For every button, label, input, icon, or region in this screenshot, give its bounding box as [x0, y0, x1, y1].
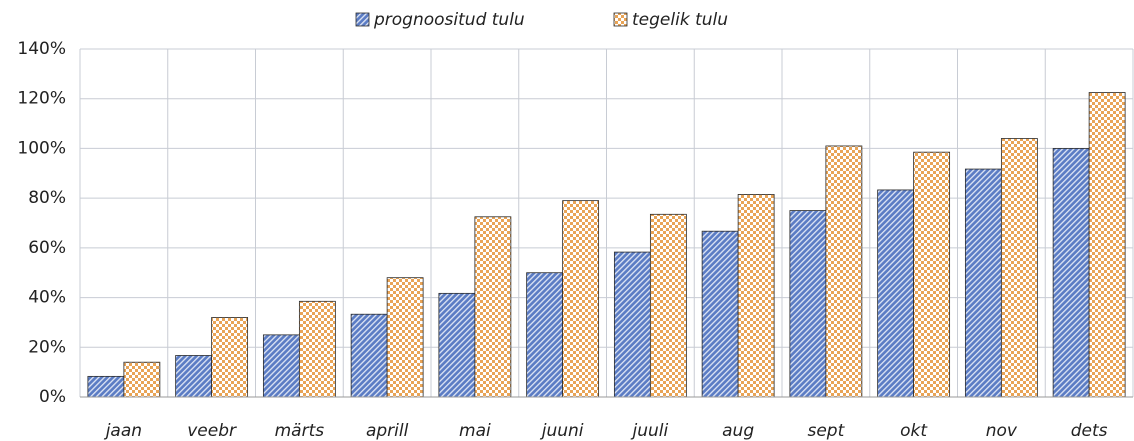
x-tick-label: okt [900, 421, 928, 441]
bar [1052, 148, 1090, 398]
bar [262, 334, 300, 398]
bar [701, 230, 739, 398]
x-tick-label: juuni [540, 421, 584, 441]
y-tick-label: 100% [17, 138, 66, 158]
legend-swatch [613, 12, 628, 27]
x-tick-label: juuli [631, 421, 669, 441]
bar [562, 200, 600, 398]
bar [350, 313, 388, 398]
legend-label: tegelik tulu [632, 10, 728, 30]
bar [613, 251, 651, 398]
y-tick-label: 60% [28, 238, 66, 258]
x-tick-label: aprill [366, 421, 409, 441]
bar [913, 151, 951, 398]
y-tick-label: 80% [28, 188, 66, 208]
bar [87, 375, 125, 398]
x-tick-label: mai [459, 421, 491, 441]
x-tick-label: jaan [104, 421, 142, 441]
bar [438, 292, 476, 398]
bar [526, 272, 564, 398]
bar [1000, 138, 1038, 398]
x-tick-label: nov [986, 421, 1018, 441]
y-tick-label: 120% [17, 89, 66, 109]
x-tick-label: aug [722, 421, 754, 441]
bar [386, 277, 424, 398]
bar [474, 216, 512, 398]
bar [964, 168, 1002, 398]
bar [298, 300, 336, 398]
bar [877, 189, 915, 398]
y-tick-label: 40% [28, 288, 66, 308]
bar [649, 213, 687, 398]
x-tick-label: dets [1071, 421, 1108, 441]
bar [825, 145, 863, 398]
legend-swatch [355, 12, 370, 27]
legend-label: prognoositud tulu [373, 10, 525, 30]
y-tick-label: 140% [17, 39, 66, 59]
y-tick-label: 0% [39, 387, 66, 407]
bar [737, 194, 775, 398]
bar [1088, 92, 1126, 398]
bar [211, 317, 249, 398]
bar [175, 355, 213, 398]
bar [789, 210, 827, 398]
x-tick-label: veebr [187, 421, 237, 441]
y-tick-label: 20% [28, 337, 66, 357]
x-tick-label: sept [807, 421, 845, 441]
bar [123, 361, 161, 398]
x-tick-label: märts [275, 421, 325, 441]
